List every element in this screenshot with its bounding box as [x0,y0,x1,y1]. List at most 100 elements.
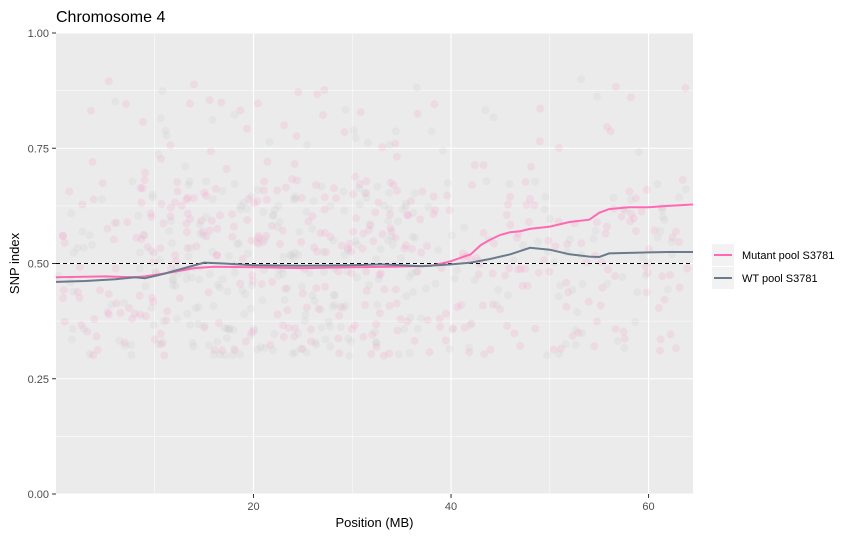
snp-point [486,345,495,354]
snp-point [551,242,560,251]
snp-point [317,182,326,191]
snp-point [386,178,395,187]
snp-point [259,238,267,247]
snp-point [321,228,329,237]
snp-point [240,310,249,318]
y-axis-title: SNP index [7,232,22,294]
snp-point [137,198,146,207]
snp-point [280,121,289,130]
snp-point [65,187,74,196]
snp-point [166,212,175,221]
snp-point [205,226,214,235]
snp-point [398,205,407,214]
snp-point [387,233,396,241]
snp-point [208,248,217,256]
snp-point [127,341,136,349]
snp-point [561,340,570,348]
snp-point [365,220,374,229]
snp-point [409,288,417,297]
snp-point [188,338,197,347]
snp-point [393,186,402,195]
snp-point [533,237,542,246]
snp-point [298,345,307,353]
snp-point [137,235,146,244]
snp-point [297,238,306,246]
snp-point [466,321,475,330]
snp-point [353,273,362,282]
snp-point [312,284,321,292]
snp-point [297,193,306,202]
snp-point [362,189,371,198]
snp-point [316,229,325,238]
snp-point [171,281,180,290]
snp-point [400,244,409,253]
snp-point [340,206,349,215]
snp-point [564,288,573,297]
snp-point [208,115,217,124]
snp-point [302,207,311,216]
snp-point [591,251,600,260]
snp-point [345,351,354,360]
snp-point [598,283,607,292]
snp-point [307,337,315,346]
snp-point [590,342,599,351]
snp-point [320,193,329,202]
snp-point [329,236,338,245]
snp-point [674,237,683,246]
snp-point [298,289,307,298]
snp-point [305,268,314,277]
snp-point [279,252,288,261]
snp-point [183,193,192,202]
snp-point [158,338,167,347]
snp-point [166,203,175,212]
snp-point [326,342,335,351]
y-tick-label-3: 0.75 [28,143,49,155]
snp-point [95,286,104,295]
snp-point [385,188,394,197]
snp-point [151,267,160,276]
snp-point [518,281,527,290]
snp-point [73,287,82,296]
snp-point [362,193,371,202]
snp-point [309,196,318,205]
snp-point [215,283,224,292]
snp-point [467,319,476,328]
snp-point [253,197,262,206]
snp-point [550,258,559,267]
snp-point [165,227,174,235]
snp-point [675,193,684,202]
snp-point [482,177,491,186]
snp-point [656,346,665,355]
snp-point [592,218,601,227]
snp-point [362,267,370,276]
x-tick-label-2: 60 [642,501,654,513]
snp-point [183,209,192,218]
snp-point [597,258,606,267]
snp-point [452,266,461,275]
snp-point [216,350,224,359]
snp-point [228,232,237,241]
snp-point [287,251,295,260]
snp-point [268,346,277,355]
snp-point [291,194,300,203]
snp-point [448,325,457,334]
snp-point [349,126,358,135]
snp-point [262,231,271,240]
snp-point [67,335,76,344]
snp-point [115,336,124,345]
snp-point [546,215,554,223]
snp-point [161,126,170,135]
snp-point [78,200,87,209]
snp-point [565,235,574,244]
snp-point [603,279,612,288]
legend-label-0: Mutant pool S3781 [742,250,834,262]
snp-point [681,185,690,194]
snp-point [506,220,515,229]
snp-point [321,282,329,291]
snp-point [283,306,292,315]
snp-point [103,224,112,233]
snp-point [248,277,257,286]
snp-point [135,291,144,300]
snp-point [163,307,172,316]
snp-point [375,270,384,279]
